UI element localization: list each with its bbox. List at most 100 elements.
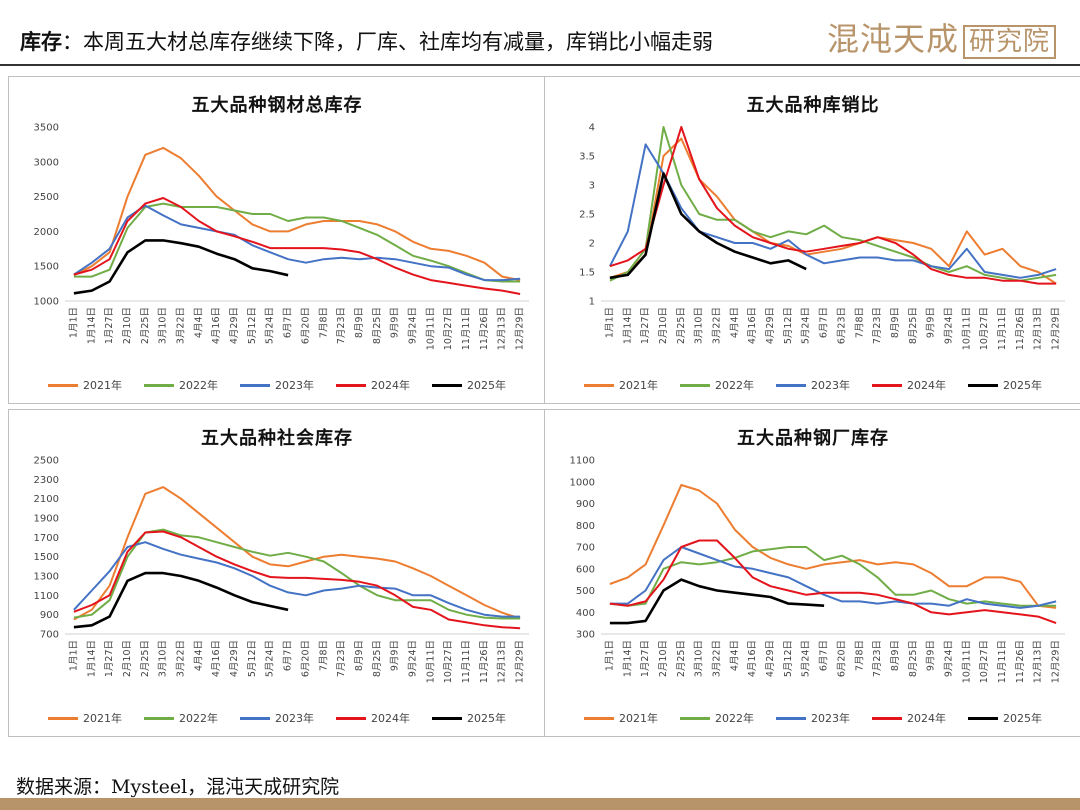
legend-swatch — [336, 716, 366, 720]
legend-label: 2023年 — [275, 379, 314, 392]
chart-panel-inventory-sales-ratio: 1 1.5 2 2.5 3 3.5 4 1月1日 1月14日 1月27日 2月10日 2月25日 3月1… — [544, 76, 1080, 404]
x-tick-label: 11月11日 — [997, 307, 1008, 350]
chart-svg: 300 400 500 600 700 800 900 1000 1100 1月1日 1月14日 1月… — [570, 456, 1065, 683]
chart-title: 五大品种库销比 — [746, 95, 880, 116]
legend-item: 2024年 — [872, 377, 946, 393]
x-tick-label: 11月26日 — [1015, 640, 1026, 683]
x-tick-label: 6月23日 — [836, 307, 847, 344]
chart-legend: 2021年 2022年 2023年 2024年 2025年 — [9, 377, 545, 393]
title-keyword: 库存 — [20, 29, 62, 54]
legend-item: 2021年 — [584, 377, 658, 393]
x-tick-label: 1月1日 — [604, 307, 615, 338]
x-tick-label: 8月25日 — [372, 307, 383, 344]
x-tick-label: 12月13日 — [1033, 307, 1044, 350]
x-tick-label: 9月24日 — [944, 307, 955, 344]
x-tick-label: 7月23日 — [872, 307, 883, 344]
series-line-2024 — [73, 197, 521, 295]
x-tick-label: 1月1日 — [68, 307, 79, 338]
legend-label: 2024年 — [371, 712, 410, 725]
x-tick-label: 5月12日 — [247, 307, 258, 344]
legend-item: 2022年 — [144, 377, 218, 393]
chart-svg: 1000 1500 2000 2500 3000 3500 1月1日 1月14日 1月27日 2月… — [34, 123, 529, 350]
x-tick-label: 9月24日 — [408, 307, 419, 344]
legend-swatch — [432, 383, 462, 387]
y-tick-label: 2000 — [34, 227, 59, 238]
legend-swatch — [240, 716, 270, 720]
x-tick-label: 4月4日 — [193, 640, 204, 671]
legend-label: 2025年 — [467, 712, 506, 725]
x-tick-label: 11月26日 — [479, 640, 490, 683]
x-tick-label: 11月11日 — [997, 640, 1008, 683]
x-tick-label: 10月27日 — [443, 307, 454, 350]
y-tick-label: 1 — [589, 297, 595, 308]
y-tick-label: 3000 — [34, 157, 59, 168]
x-tick-label: 1月1日 — [604, 640, 615, 671]
series-line-2021 — [73, 146, 521, 282]
legend-label: 2024年 — [907, 379, 946, 392]
legend-swatch — [968, 716, 998, 720]
y-tick-label: 2100 — [34, 494, 59, 505]
x-tick-label: 2月10日 — [122, 307, 133, 344]
x-tick-label: 12月13日 — [497, 640, 508, 683]
legend-swatch — [584, 716, 614, 720]
y-tick-label: 1500 — [34, 552, 59, 563]
x-tick-label: 10月27日 — [443, 640, 454, 683]
x-tick-label: 12月29日 — [515, 307, 526, 350]
x-tick-label: 5月12日 — [247, 640, 258, 677]
x-tick-label: 5月24日 — [265, 307, 276, 344]
y-tick-label: 700 — [576, 543, 595, 554]
chart-legend: 2021年 2022年 2023年 2024年 2025年 — [545, 710, 1080, 726]
x-tick-label: 6月20日 — [300, 307, 311, 344]
x-tick-label: 4月29日 — [229, 307, 240, 344]
legend-label: 2024年 — [907, 712, 946, 725]
x-tick-label: 6月7日 — [819, 307, 830, 338]
legend-item: 2024年 — [872, 710, 946, 726]
x-tick-label: 12月29日 — [1051, 307, 1062, 350]
legend-item: 2025年 — [968, 710, 1042, 726]
x-tick-label: 2月10日 — [658, 307, 669, 344]
chart-legend: 2021年 2022年 2023年 2024年 2025年 — [545, 377, 1080, 393]
data-source-note: 数据来源：Mysteel，混沌天成研究院 — [16, 776, 340, 798]
series-line-2023 — [609, 546, 1057, 609]
legend-label: 2024年 — [371, 379, 410, 392]
y-tick-label: 2 — [589, 239, 595, 250]
legend-swatch — [240, 383, 270, 387]
x-tick-label: 10月11日 — [425, 640, 436, 683]
legend-swatch — [776, 383, 806, 387]
x-tick-label: 5月24日 — [801, 640, 812, 677]
legend-label: 2025年 — [467, 379, 506, 392]
legend-item: 2024年 — [336, 710, 410, 726]
y-tick-label: 900 — [40, 610, 59, 621]
x-tick-label: 7月23日 — [336, 307, 347, 344]
legend-swatch — [144, 383, 174, 387]
series-line-2025 — [73, 571, 289, 629]
chart-title: 五大品种钢材总库存 — [191, 95, 363, 116]
x-tick-label: 12月29日 — [515, 640, 526, 683]
chart-title: 五大品种社会库存 — [201, 428, 353, 449]
legend-label: 2021年 — [619, 379, 658, 392]
x-tick-label: 12月13日 — [1033, 640, 1044, 683]
legend-item: 2025年 — [968, 377, 1042, 393]
y-tick-label: 3 — [589, 181, 595, 192]
x-tick-label: 9月24日 — [408, 640, 419, 677]
y-tick-label: 1000 — [34, 297, 59, 308]
x-tick-label: 7月8日 — [318, 640, 329, 671]
series-line-2025 — [73, 239, 289, 295]
x-tick-label: 8月9日 — [354, 640, 365, 671]
x-tick-label: 9月9日 — [926, 307, 937, 338]
x-tick-label: 2月25日 — [676, 640, 687, 677]
chart-panel-total-inventory: 1000 1500 2000 2500 3000 3500 1月1日 1月14日 1月27日 2月… — [8, 76, 546, 404]
plot-area — [73, 486, 521, 630]
legend-item: 2021年 — [48, 377, 122, 393]
y-tick-label: 900 — [576, 499, 595, 510]
x-tick-label: 12月13日 — [497, 307, 508, 350]
legend-label: 2022年 — [179, 379, 218, 392]
x-tick-label: 8月9日 — [890, 640, 901, 671]
x-tick-label: 7月8日 — [854, 307, 865, 338]
x-tick-label: 6月7日 — [283, 640, 294, 671]
y-tick-label: 700 — [40, 630, 59, 641]
x-tick-label: 7月8日 — [318, 307, 329, 338]
x-tick-label: 2月25日 — [140, 307, 151, 344]
x-tick-label: 10月11日 — [961, 640, 972, 683]
x-tick-label: 3月22日 — [176, 307, 187, 344]
